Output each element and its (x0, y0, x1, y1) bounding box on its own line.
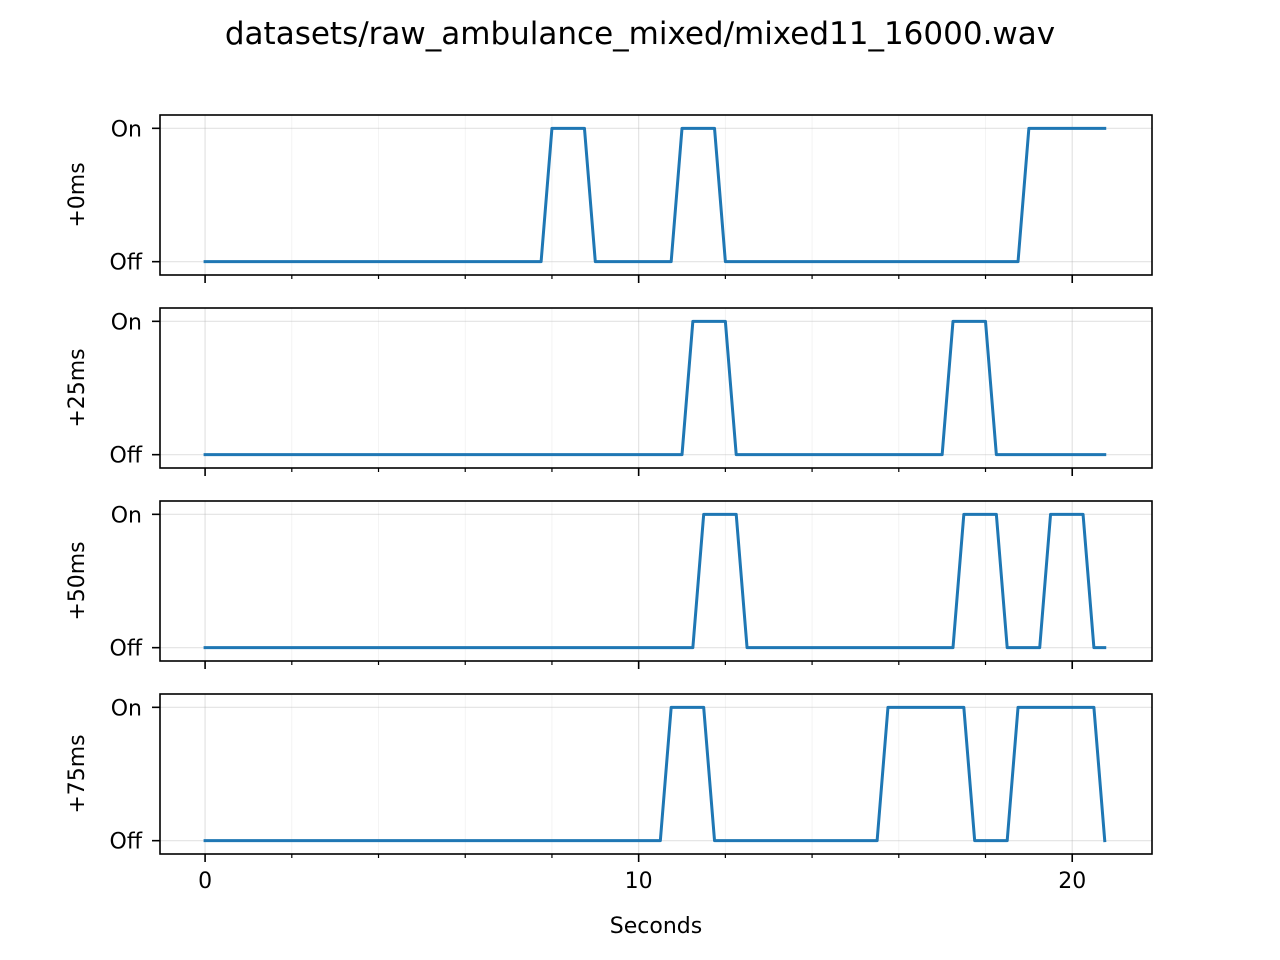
x-tick-label: 0 (198, 869, 212, 894)
y-axis-label: +25ms (65, 348, 90, 427)
y-tick-label: Off (110, 251, 143, 276)
subplot-2: Off On +25ms (65, 307, 1153, 476)
axes-frame (159, 307, 1153, 469)
y-tick-label: On (111, 696, 142, 721)
y-tick-label: Off (110, 637, 143, 662)
y-axis-label: +0ms (65, 162, 90, 227)
x-axis-label: Seconds (610, 914, 702, 939)
axes-frame (159, 114, 1153, 276)
x-tick-label: 20 (1058, 869, 1086, 894)
x-tick-label: 10 (625, 869, 653, 894)
y-tick-label: On (111, 117, 142, 142)
y-tick-label: Off (110, 830, 143, 855)
series-line (203, 512, 1107, 650)
subplot-stack: Off On +0ms Off On +25ms Off On +50ms 0 10 20 Off On +… (65, 114, 1153, 894)
series-line (203, 705, 1107, 843)
subplot-1: Off On +0ms (65, 114, 1153, 283)
subplot-4: 0 10 20 Off On +75ms (65, 693, 1153, 894)
subplot-3: Off On +50ms (65, 500, 1153, 669)
series-line (203, 319, 1107, 457)
y-tick-label: On (111, 503, 142, 528)
y-tick-label: On (111, 310, 142, 335)
y-axis-label: +75ms (65, 734, 90, 813)
series-line (203, 126, 1107, 264)
figure-title: datasets/raw_ambulance_mixed/mixed11_160… (225, 16, 1055, 52)
y-axis-label: +50ms (65, 541, 90, 620)
axes-frame (159, 693, 1153, 855)
y-tick-label: Off (110, 444, 143, 469)
axes-frame (159, 500, 1153, 662)
